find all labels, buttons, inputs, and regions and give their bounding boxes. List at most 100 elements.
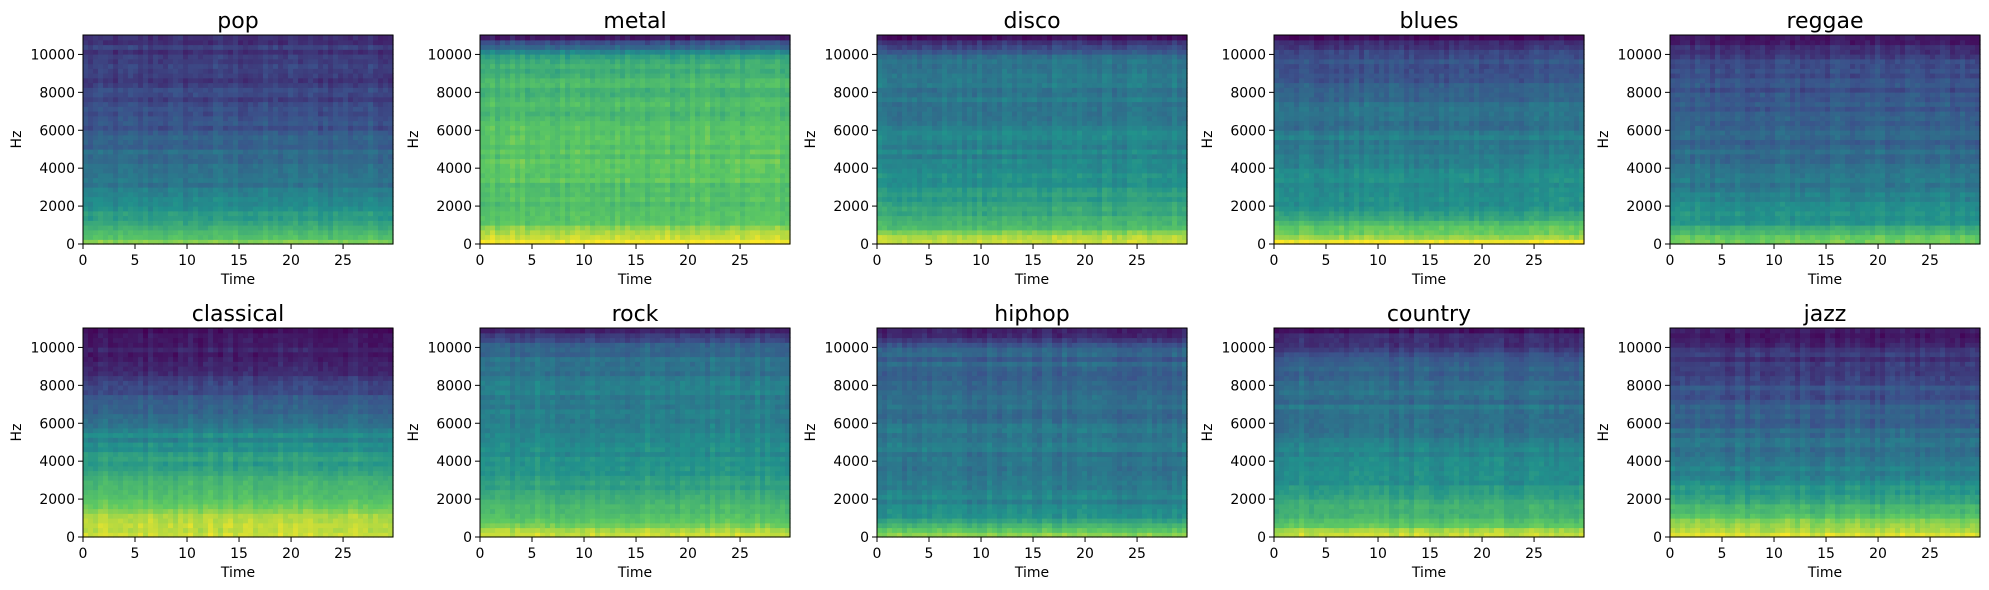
heatmap-cell: [243, 225, 249, 230]
heatmap-cell: [133, 87, 139, 92]
heatmap-cell: [173, 92, 179, 97]
heatmap-cell: [745, 173, 751, 178]
heatmap-cell: [480, 140, 486, 145]
heatmap-cell: [188, 178, 194, 183]
heatmap-cell: [263, 111, 269, 116]
heatmap-cell: [103, 235, 109, 240]
heatmap-cell: [133, 135, 139, 140]
heatmap-cell: [545, 211, 551, 216]
heatmap-cell: [363, 49, 369, 54]
heatmap-cell: [765, 216, 771, 221]
heatmap-cell: [655, 168, 661, 173]
heatmap-cell: [635, 135, 641, 140]
heatmap-cell: [660, 182, 666, 187]
heatmap-cell: [158, 73, 164, 78]
heatmap-cell: [685, 154, 691, 159]
heatmap-cell: [358, 102, 364, 107]
heatmap-cell: [143, 78, 149, 83]
heatmap-cell: [595, 206, 601, 211]
heatmap-cell: [283, 201, 289, 206]
heatmap-cell: [570, 182, 576, 187]
heatmap-cell: [540, 192, 546, 197]
heatmap-cell: [760, 225, 766, 230]
heatmap-cell: [183, 178, 189, 183]
heatmap-cell: [143, 220, 149, 225]
heatmap-cell: [228, 35, 234, 40]
heatmap-cell: [555, 168, 561, 173]
heatmap-cell: [490, 154, 496, 159]
heatmap-cell: [98, 78, 104, 83]
heatmap-cell: [188, 197, 194, 202]
heatmap-cell: [565, 225, 571, 230]
heatmap-cell: [238, 201, 244, 206]
heatmap-cell: [143, 116, 149, 121]
heatmap-cell: [318, 102, 324, 107]
heatmap-cell: [323, 64, 329, 69]
heatmap-cell: [373, 68, 379, 73]
heatmap-cell: [183, 135, 189, 140]
heatmap-cell: [118, 97, 124, 102]
heatmap-cell: [615, 178, 621, 183]
heatmap-cell: [565, 201, 571, 206]
heatmap-cell: [253, 54, 259, 59]
heatmap-cell: [113, 130, 119, 135]
heatmap-cell: [123, 201, 129, 206]
heatmap-cell: [695, 154, 701, 159]
heatmap-cell: [138, 35, 144, 40]
heatmap-cell: [113, 178, 119, 183]
heatmap-cell: [178, 211, 184, 216]
heatmap-cell: [700, 216, 706, 221]
heatmap-cell: [153, 102, 159, 107]
heatmap-cell: [695, 182, 701, 187]
heatmap-cell: [780, 192, 786, 197]
heatmap-cell: [178, 102, 184, 107]
heatmap-cell: [293, 130, 299, 135]
heatmap-cell: [373, 121, 379, 126]
heatmap-cell: [193, 173, 199, 178]
heatmap-cell: [585, 163, 591, 168]
heatmap-cell: [585, 173, 591, 178]
heatmap-cell: [143, 178, 149, 183]
heatmap-cell: [103, 206, 109, 211]
heatmap-cell: [83, 154, 89, 159]
heatmap-cell: [223, 173, 229, 178]
heatmap-cell: [600, 192, 606, 197]
heatmap-cell: [258, 54, 264, 59]
heatmap-cell: [640, 140, 646, 145]
heatmap-cell: [268, 197, 274, 202]
heatmap-cell: [710, 144, 716, 149]
heatmap-cell: [258, 59, 264, 64]
heatmap-cell: [760, 192, 766, 197]
heatmap-cell: [328, 144, 334, 149]
heatmap-cell: [333, 116, 339, 121]
heatmap-cell: [605, 192, 611, 197]
heatmap-cell: [775, 159, 781, 164]
heatmap-cell: [143, 59, 149, 64]
heatmap-cell: [625, 211, 631, 216]
heatmap-cell: [248, 163, 254, 168]
heatmap-cell: [720, 130, 726, 135]
heatmap-cell: [373, 111, 379, 116]
heatmap-cell: [530, 168, 536, 173]
heatmap-cell: [635, 206, 641, 211]
heatmap-cell: [108, 178, 114, 183]
heatmap-cell: [268, 182, 274, 187]
heatmap-cell: [323, 216, 329, 221]
heatmap-cell: [338, 121, 344, 126]
heatmap-cell: [283, 87, 289, 92]
heatmap-cell: [258, 116, 264, 121]
heatmap-cell: [238, 173, 244, 178]
heatmap-cell: [148, 230, 154, 235]
heatmap-cell: [133, 187, 139, 192]
heatmap-cell: [645, 220, 651, 225]
heatmap-cell: [333, 149, 339, 154]
heatmap-cell: [268, 83, 274, 88]
heatmap-cell: [108, 68, 114, 73]
heatmap-cell: [158, 78, 164, 83]
heatmap-cell: [103, 197, 109, 202]
heatmap-cell: [258, 73, 264, 78]
heatmap-cell: [328, 211, 334, 216]
heatmap-cell: [248, 187, 254, 192]
heatmap-cell: [218, 216, 224, 221]
heatmap-cell: [585, 220, 591, 225]
